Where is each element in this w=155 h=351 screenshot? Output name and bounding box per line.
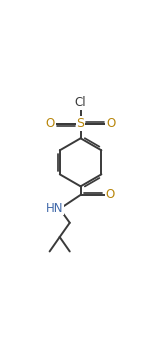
Text: O: O — [46, 117, 55, 130]
Text: HN: HN — [46, 201, 64, 214]
Text: O: O — [106, 117, 115, 130]
Text: O: O — [105, 188, 115, 201]
Text: Cl: Cl — [75, 96, 86, 109]
Text: S: S — [77, 117, 85, 130]
